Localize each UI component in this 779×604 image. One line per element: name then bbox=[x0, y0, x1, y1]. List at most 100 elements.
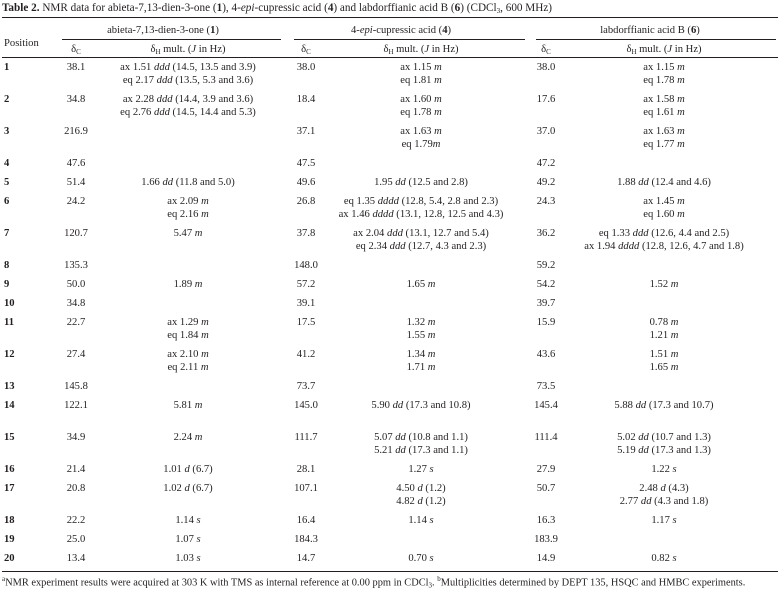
row-position: 4 bbox=[4, 158, 10, 169]
delta-h-value: 1.17 s bbox=[651, 515, 677, 526]
row-position: 14 bbox=[4, 400, 15, 411]
compound-1-header: abieta-7,13-dien-3-one (1) bbox=[107, 25, 219, 36]
delta-c-value: 38.0 bbox=[296, 62, 316, 73]
delta-h-value: 4.82 d (1.2) bbox=[396, 496, 446, 507]
row-position: 6 bbox=[4, 196, 10, 207]
delta-c-value: 24.3 bbox=[536, 196, 556, 207]
row-position: 5 bbox=[4, 177, 10, 188]
delta-h-value: 1.21 m bbox=[649, 330, 679, 341]
delta-c-header: δC bbox=[541, 44, 551, 56]
delta-c-value: 49.6 bbox=[296, 177, 316, 188]
row-position: 7 bbox=[4, 228, 10, 239]
delta-c-value: 22.2 bbox=[66, 515, 86, 526]
row-position: 16 bbox=[4, 464, 15, 475]
row-position: 9 bbox=[4, 279, 10, 290]
delta-c-value: 51.4 bbox=[66, 177, 86, 188]
delta-h-value: 1.55 m bbox=[406, 330, 436, 341]
delta-h-value: ax 1.46 dddd (13.1, 12.8, 12.5 and 4.3) bbox=[338, 209, 504, 220]
delta-h-value: ax 1.58 m bbox=[643, 94, 685, 105]
row-position: 19 bbox=[4, 534, 15, 545]
delta-c-value: 39.7 bbox=[536, 298, 556, 309]
delta-c-value: 37.0 bbox=[536, 126, 556, 137]
delta-h-header: δH mult. (J in Hz) bbox=[150, 44, 226, 56]
delta-h-value: eq 1.81 m bbox=[400, 75, 442, 86]
delta-h-value: 1.95 dd (12.5 and 2.8) bbox=[374, 177, 468, 188]
delta-h-value: 1.65 m bbox=[649, 362, 679, 373]
row-position: 3 bbox=[4, 126, 10, 137]
delta-h-value: eq 1.77 m bbox=[643, 139, 685, 150]
delta-h-value: 1.03 s bbox=[175, 553, 201, 564]
delta-c-value: 41.2 bbox=[296, 349, 316, 360]
delta-h-value: ax 1.29 m bbox=[167, 317, 209, 328]
delta-h-value: 5.47 m bbox=[173, 228, 203, 239]
delta-h-value: 0.82 s bbox=[651, 553, 677, 564]
delta-h-value: 4.50 d (1.2) bbox=[396, 483, 446, 494]
delta-h-value: 1.88 dd (12.4 and 4.6) bbox=[617, 177, 711, 188]
delta-c-value: 183.9 bbox=[534, 534, 558, 545]
delta-h-value: 1.22 s bbox=[651, 464, 677, 475]
delta-c-value: 26.8 bbox=[296, 196, 316, 207]
delta-c-value: 16.3 bbox=[536, 515, 556, 526]
delta-c-value: 135.3 bbox=[64, 260, 88, 271]
delta-h-value: 1.65 m bbox=[406, 279, 436, 290]
table-footnote: aNMR experiment results were acquired at… bbox=[2, 575, 746, 590]
delta-h-value: 2.24 m bbox=[173, 432, 203, 443]
delta-h-value: ax 1.63 m bbox=[643, 126, 685, 137]
delta-c-value: 50.7 bbox=[536, 483, 556, 494]
delta-h-value: 0.78 m bbox=[649, 317, 679, 328]
delta-h-value: eq 1.60 m bbox=[643, 209, 685, 220]
row-position: 17 bbox=[4, 483, 15, 494]
delta-c-value: 15.9 bbox=[536, 317, 556, 328]
delta-h-value: ax 1.15 m bbox=[643, 62, 685, 73]
delta-c-value: 34.8 bbox=[66, 94, 86, 105]
delta-h-value: 1.14 s bbox=[408, 515, 434, 526]
delta-c-value: 17.6 bbox=[536, 94, 556, 105]
delta-c-value: 34.9 bbox=[66, 432, 86, 443]
delta-c-value: 13.4 bbox=[66, 553, 86, 564]
delta-h-value: 1.66 dd (11.8 and 5.0) bbox=[141, 177, 235, 188]
delta-h-value: eq 1.61 m bbox=[643, 107, 685, 118]
compound-4-rule bbox=[294, 39, 525, 40]
table-caption: Table 2. NMR data for abieta-7,13-dien-3… bbox=[2, 2, 553, 15]
delta-c-value: 50.0 bbox=[66, 279, 86, 290]
delta-h-value: 1.01 d (6.7) bbox=[163, 464, 213, 475]
table-top-rule bbox=[2, 17, 778, 18]
delta-c-value: 184.3 bbox=[294, 534, 318, 545]
delta-c-value: 20.8 bbox=[66, 483, 86, 494]
delta-h-value: 0.70 s bbox=[408, 553, 434, 564]
delta-h-value: 2.48 d (4.3) bbox=[639, 483, 689, 494]
delta-c-value: 54.2 bbox=[536, 279, 556, 290]
delta-c-value: 39.1 bbox=[296, 298, 316, 309]
delta-c-value: 59.2 bbox=[536, 260, 556, 271]
delta-h-value: eq 2.16 m bbox=[167, 209, 209, 220]
delta-c-value: 38.1 bbox=[66, 62, 86, 73]
delta-c-value: 43.6 bbox=[536, 349, 556, 360]
delta-h-value: 5.19 dd (17.3 and 1.3) bbox=[617, 445, 711, 456]
delta-h-value: eq 1.79m bbox=[401, 139, 441, 150]
delta-h-value: ax 2.09 m bbox=[167, 196, 209, 207]
delta-h-value: 5.07 dd (10.8 and 1.1) bbox=[374, 432, 468, 443]
compound-4-header: 4-epi-cupressic acid (4) bbox=[350, 25, 452, 36]
delta-c-value: 47.2 bbox=[536, 158, 556, 169]
delta-c-value: 73.5 bbox=[536, 381, 556, 392]
delta-h-value: 5.21 dd (17.3 and 1.1) bbox=[374, 445, 468, 456]
delta-h-value: 1.71 m bbox=[406, 362, 436, 373]
delta-h-value: 1.02 d (6.7) bbox=[163, 483, 213, 494]
row-position: 18 bbox=[4, 515, 15, 526]
delta-h-value: ax 2.28 ddd (14.4, 3.9 and 3.6) bbox=[122, 94, 254, 105]
delta-h-value: ax 2.04 ddd (13.1, 12.7 and 5.4) bbox=[353, 228, 489, 239]
delta-h-value: ax 1.63 m bbox=[400, 126, 442, 137]
delta-h-value: 2.77 dd (4.3 and 1.8) bbox=[619, 496, 709, 507]
delta-c-value: 24.2 bbox=[66, 196, 86, 207]
delta-h-value: ax 1.51 ddd (14.5, 13.5 and 3.9) bbox=[120, 62, 256, 73]
delta-c-value: 57.2 bbox=[296, 279, 316, 290]
delta-c-value: 28.1 bbox=[296, 464, 316, 475]
delta-h-value: eq 2.11 m bbox=[167, 362, 209, 373]
delta-h-value: 1.52 m bbox=[649, 279, 679, 290]
row-position: 10 bbox=[4, 298, 15, 309]
delta-h-value: 5.81 m bbox=[173, 400, 203, 411]
delta-h-value: ax 2.10 m bbox=[167, 349, 209, 360]
delta-h-value: 1.34 m bbox=[406, 349, 436, 360]
delta-c-value: 27.4 bbox=[66, 349, 86, 360]
row-position: 2 bbox=[4, 94, 10, 105]
